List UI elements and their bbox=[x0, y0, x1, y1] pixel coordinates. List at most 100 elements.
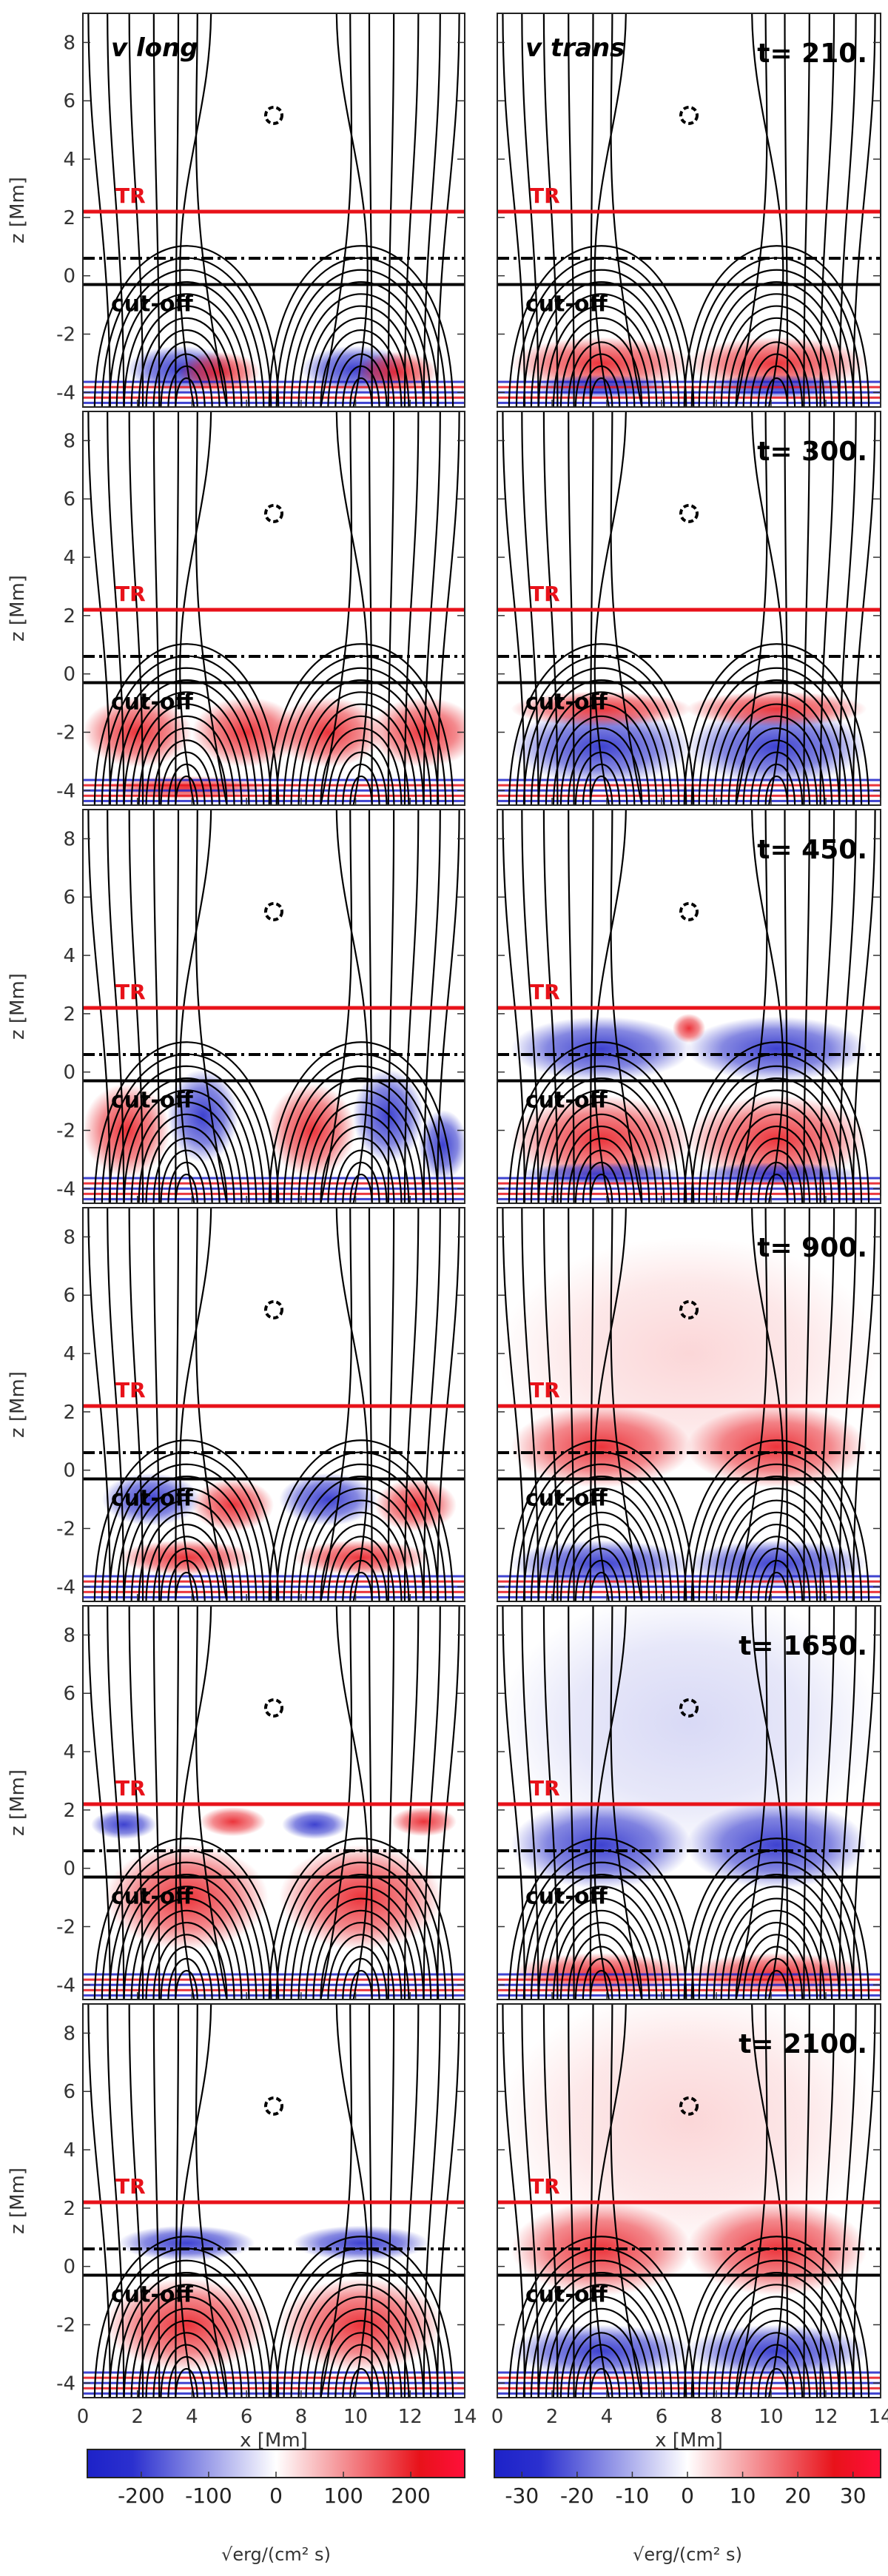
field-line bbox=[138, 1113, 235, 1203]
field-line bbox=[742, 1536, 811, 1601]
field-line bbox=[735, 1208, 768, 1601]
field-line bbox=[437, 810, 460, 1203]
colorbar-unit-label: √erg/(cm² s) bbox=[221, 2544, 331, 2565]
field-line bbox=[838, 2004, 857, 2398]
field-line bbox=[145, 2319, 228, 2398]
field-line bbox=[819, 1606, 835, 2000]
colorbar-tick-label: 20 bbox=[784, 2483, 811, 2508]
null-point-marker bbox=[679, 2096, 699, 2116]
field-line bbox=[160, 1946, 213, 2000]
field-line bbox=[698, 1463, 855, 1601]
bottom-stripe bbox=[497, 1590, 881, 1593]
field-line bbox=[320, 2004, 353, 2398]
z-tick-label: 4 bbox=[63, 149, 75, 171]
field-line bbox=[334, 751, 388, 805]
time-label: t= 210. bbox=[757, 38, 867, 69]
field-line bbox=[698, 1065, 855, 1203]
colorbar-tick-label: 30 bbox=[840, 2483, 867, 2508]
z-tick-label: 2 bbox=[63, 207, 75, 229]
field-line bbox=[179, 810, 212, 1203]
field-line bbox=[530, 1873, 673, 2000]
field-line bbox=[107, 810, 125, 1203]
field-line bbox=[735, 727, 818, 805]
field-line bbox=[838, 1606, 857, 2000]
field-line bbox=[705, 2271, 848, 2398]
x-tick-label: 8 bbox=[710, 2406, 723, 2428]
field-line bbox=[784, 13, 789, 407]
bottom-stripe bbox=[83, 2376, 465, 2379]
bottom-stripe bbox=[497, 1575, 881, 1578]
field-line bbox=[750, 353, 804, 407]
field-line bbox=[574, 1149, 628, 1203]
field-lines bbox=[502, 810, 876, 1203]
field-line bbox=[195, 2004, 228, 2398]
field-line bbox=[751, 1606, 784, 2000]
negative-region bbox=[686, 1016, 867, 1081]
tr-label: TR bbox=[115, 980, 146, 1004]
field-line bbox=[320, 1208, 353, 1601]
bottom-stripe bbox=[83, 380, 465, 383]
field-line bbox=[589, 13, 594, 407]
field-line bbox=[838, 1208, 857, 1601]
z-tick-label: 4 bbox=[63, 1741, 75, 1763]
field-line bbox=[502, 2004, 526, 2398]
field-line bbox=[784, 2004, 789, 2398]
field-line bbox=[530, 1475, 673, 1601]
field-line bbox=[574, 2344, 628, 2398]
field-line bbox=[387, 13, 395, 407]
field-line bbox=[589, 1970, 613, 2000]
field-line bbox=[115, 679, 258, 805]
field-line bbox=[735, 810, 768, 1203]
panel-r5-trans: TR cut-off t= 1650. bbox=[497, 1605, 881, 2000]
field-line bbox=[123, 293, 250, 407]
field-line bbox=[320, 810, 353, 1203]
null-point-marker bbox=[264, 1299, 283, 1319]
field-lines bbox=[87, 2004, 460, 2398]
z-tick-label: 2 bbox=[63, 1800, 75, 1822]
field-line bbox=[195, 411, 228, 805]
field-line bbox=[297, 1487, 425, 1601]
field-line bbox=[727, 715, 826, 805]
field-line bbox=[283, 1065, 440, 1203]
field-line bbox=[334, 2344, 388, 2398]
x-tick-label: 4 bbox=[601, 2406, 613, 2428]
field-line bbox=[160, 1149, 213, 1203]
field-line bbox=[502, 13, 526, 407]
field-line bbox=[537, 2284, 665, 2398]
field-line bbox=[403, 1208, 420, 1601]
colorbar-tick-label: -30 bbox=[505, 2483, 539, 2508]
field-line bbox=[542, 810, 559, 1203]
field-line bbox=[335, 411, 369, 805]
bottom-stripe bbox=[497, 1983, 881, 1986]
null-point-marker bbox=[264, 105, 283, 125]
z-axis-label: z [Mm] bbox=[7, 575, 29, 642]
field-line bbox=[145, 1125, 228, 1203]
field-line bbox=[751, 411, 784, 805]
colorbar-tick-label: -100 bbox=[185, 2483, 232, 2508]
field-line bbox=[537, 1886, 665, 2000]
field-line bbox=[128, 13, 144, 407]
bottom-stripe bbox=[497, 2376, 881, 2379]
field-line bbox=[305, 305, 417, 407]
field-line bbox=[751, 1208, 784, 1601]
field-line bbox=[764, 377, 789, 407]
field-line bbox=[152, 2004, 161, 2398]
field-line bbox=[508, 2236, 695, 2398]
field-line bbox=[320, 1523, 403, 1601]
cutoff-label: cut-off bbox=[525, 291, 608, 317]
null-point-marker bbox=[264, 2096, 283, 2116]
field-line bbox=[735, 2004, 768, 2398]
field-line bbox=[349, 2368, 373, 2398]
tr-label: TR bbox=[530, 1776, 560, 1800]
panel-frame bbox=[497, 13, 881, 408]
x-axis-label-long: x [Mm] bbox=[240, 2429, 308, 2452]
field-line bbox=[559, 1921, 643, 2000]
x-tick-label: 10 bbox=[343, 2406, 368, 2428]
field-line bbox=[283, 667, 440, 805]
field-line bbox=[160, 751, 213, 805]
field-line bbox=[123, 691, 250, 805]
time-label: t= 450. bbox=[757, 835, 867, 865]
field-line bbox=[574, 1547, 628, 1601]
null-point-marker bbox=[264, 503, 283, 523]
field-line bbox=[727, 1909, 826, 2000]
